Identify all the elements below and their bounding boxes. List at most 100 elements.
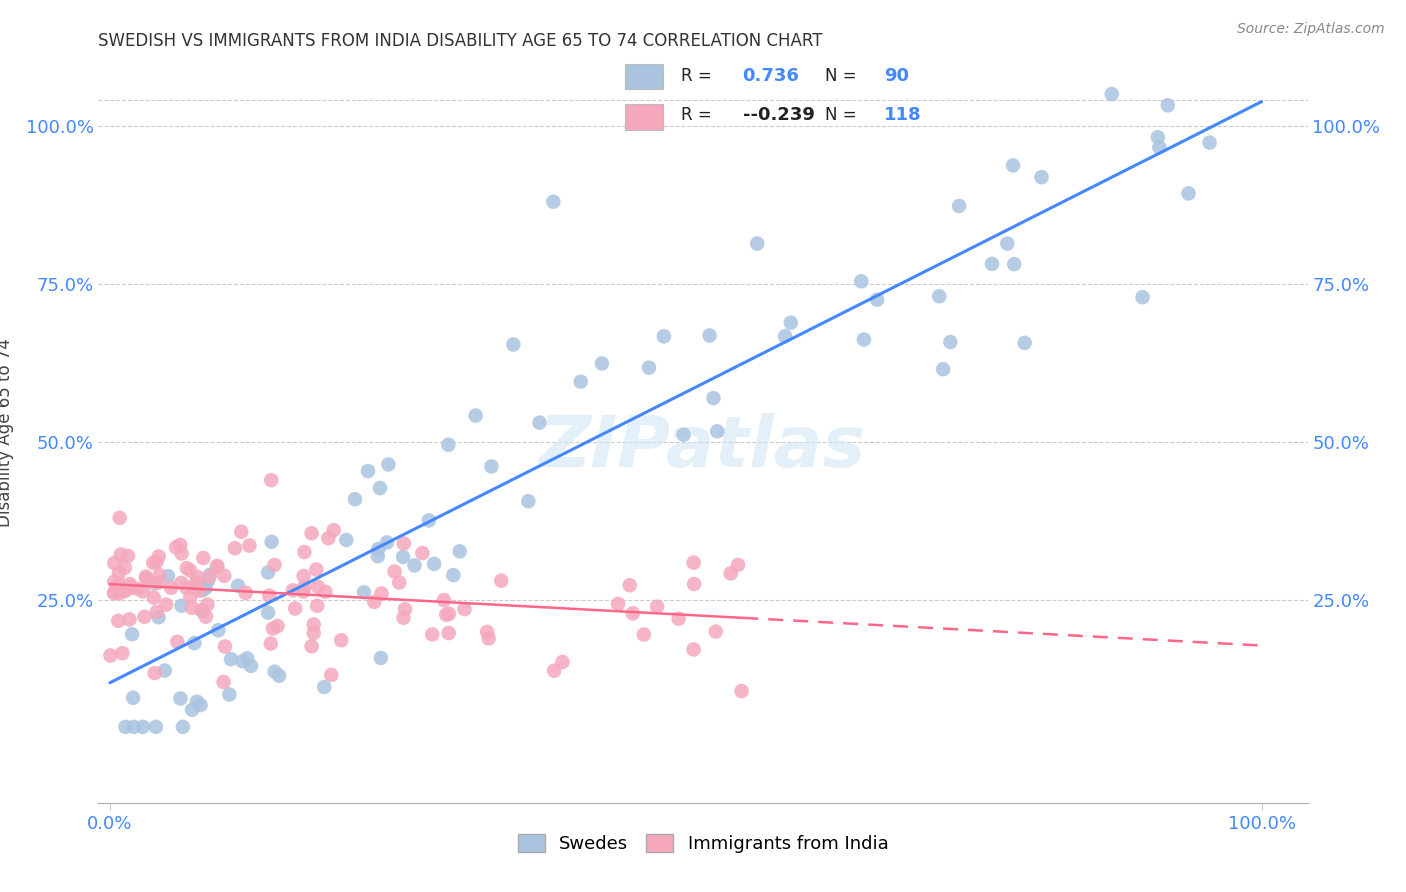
- Point: [169, 691, 191, 706]
- Point: [517, 494, 540, 508]
- Point: [181, 703, 204, 717]
- Point: [314, 584, 336, 599]
- Point: [489, 574, 512, 588]
- Y-axis label: Disability Age 65 to 74: Disability Age 65 to 74: [0, 338, 14, 527]
- Point: [107, 614, 129, 628]
- Point: [392, 536, 415, 550]
- Point: [464, 409, 486, 423]
- Point: [307, 599, 329, 613]
- Point: [143, 666, 166, 681]
- Point: [118, 577, 141, 591]
- Point: [114, 583, 136, 598]
- Point: [179, 563, 201, 577]
- Point: [392, 549, 415, 564]
- Point: [260, 473, 283, 487]
- Point: [132, 584, 155, 599]
- Point: [214, 568, 236, 582]
- Point: [302, 617, 325, 632]
- Point: [645, 599, 668, 614]
- Point: [231, 654, 253, 668]
- Point: [434, 607, 457, 622]
- Text: 0.736: 0.736: [742, 68, 800, 86]
- Point: [186, 579, 208, 593]
- Point: [357, 464, 380, 478]
- Point: [727, 558, 749, 572]
- Point: [995, 236, 1018, 251]
- Point: [948, 199, 970, 213]
- Point: [437, 607, 460, 621]
- Point: [682, 556, 704, 570]
- Point: [108, 586, 131, 600]
- Point: [420, 627, 443, 641]
- Point: [170, 575, 193, 590]
- Point: [170, 599, 193, 613]
- Point: [1132, 290, 1154, 304]
- Point: [132, 720, 155, 734]
- Point: [145, 720, 167, 734]
- Point: [377, 458, 399, 472]
- Point: [981, 257, 1004, 271]
- Point: [165, 541, 187, 555]
- Point: [1146, 130, 1168, 145]
- Point: [112, 584, 135, 599]
- Point: [1014, 335, 1036, 350]
- Text: R =: R =: [681, 106, 717, 124]
- Point: [343, 492, 366, 507]
- Point: [149, 568, 172, 582]
- Point: [392, 611, 415, 625]
- Point: [259, 589, 281, 603]
- Point: [187, 583, 209, 598]
- Point: [103, 574, 125, 589]
- Point: [481, 459, 503, 474]
- Point: [730, 684, 752, 698]
- Text: 118: 118: [884, 106, 921, 124]
- Point: [281, 583, 304, 598]
- Point: [307, 580, 329, 594]
- Point: [111, 646, 134, 660]
- Point: [145, 605, 167, 619]
- Point: [193, 551, 215, 566]
- Legend: Swedes, Immigrants from India: Swedes, Immigrants from India: [510, 827, 896, 861]
- Point: [683, 577, 706, 591]
- Point: [652, 329, 675, 343]
- Point: [160, 581, 183, 595]
- Point: [103, 556, 125, 570]
- Point: [142, 591, 165, 605]
- Point: [117, 549, 139, 563]
- Text: N =: N =: [825, 68, 862, 86]
- Point: [411, 546, 433, 560]
- Point: [143, 576, 166, 591]
- Point: [194, 581, 217, 595]
- Point: [198, 570, 221, 584]
- Point: [551, 655, 574, 669]
- Point: [153, 664, 176, 678]
- Point: [219, 652, 242, 666]
- Point: [322, 523, 344, 537]
- Text: Source: ZipAtlas.com: Source: ZipAtlas.com: [1237, 22, 1385, 37]
- Point: [779, 316, 801, 330]
- Point: [437, 438, 460, 452]
- Point: [198, 567, 221, 582]
- Text: SWEDISH VS IMMIGRANTS FROM INDIA DISABILITY AGE 65 TO 74 CORRELATION CHART: SWEDISH VS IMMIGRANTS FROM INDIA DISABIL…: [98, 32, 823, 50]
- Point: [441, 568, 464, 582]
- Point: [176, 581, 198, 595]
- Text: R =: R =: [681, 68, 717, 86]
- Point: [384, 565, 406, 579]
- Point: [302, 626, 325, 640]
- Point: [294, 580, 316, 594]
- Point: [134, 609, 156, 624]
- Point: [502, 337, 524, 351]
- Text: --0.239: --0.239: [742, 106, 814, 124]
- Point: [1198, 136, 1220, 150]
- Point: [127, 582, 149, 596]
- Point: [1002, 257, 1025, 271]
- Point: [314, 680, 336, 694]
- Point: [118, 612, 141, 626]
- Point: [1149, 140, 1171, 154]
- Point: [266, 619, 288, 633]
- Point: [260, 637, 283, 651]
- Point: [370, 651, 392, 665]
- Point: [367, 549, 389, 564]
- Point: [263, 558, 285, 572]
- Point: [205, 560, 228, 574]
